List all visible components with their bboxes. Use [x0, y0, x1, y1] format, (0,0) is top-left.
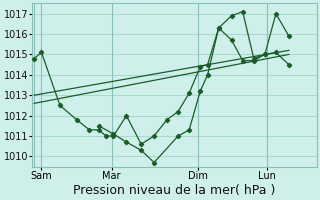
X-axis label: Pression niveau de la mer( hPa ): Pression niveau de la mer( hPa ) — [73, 184, 276, 197]
